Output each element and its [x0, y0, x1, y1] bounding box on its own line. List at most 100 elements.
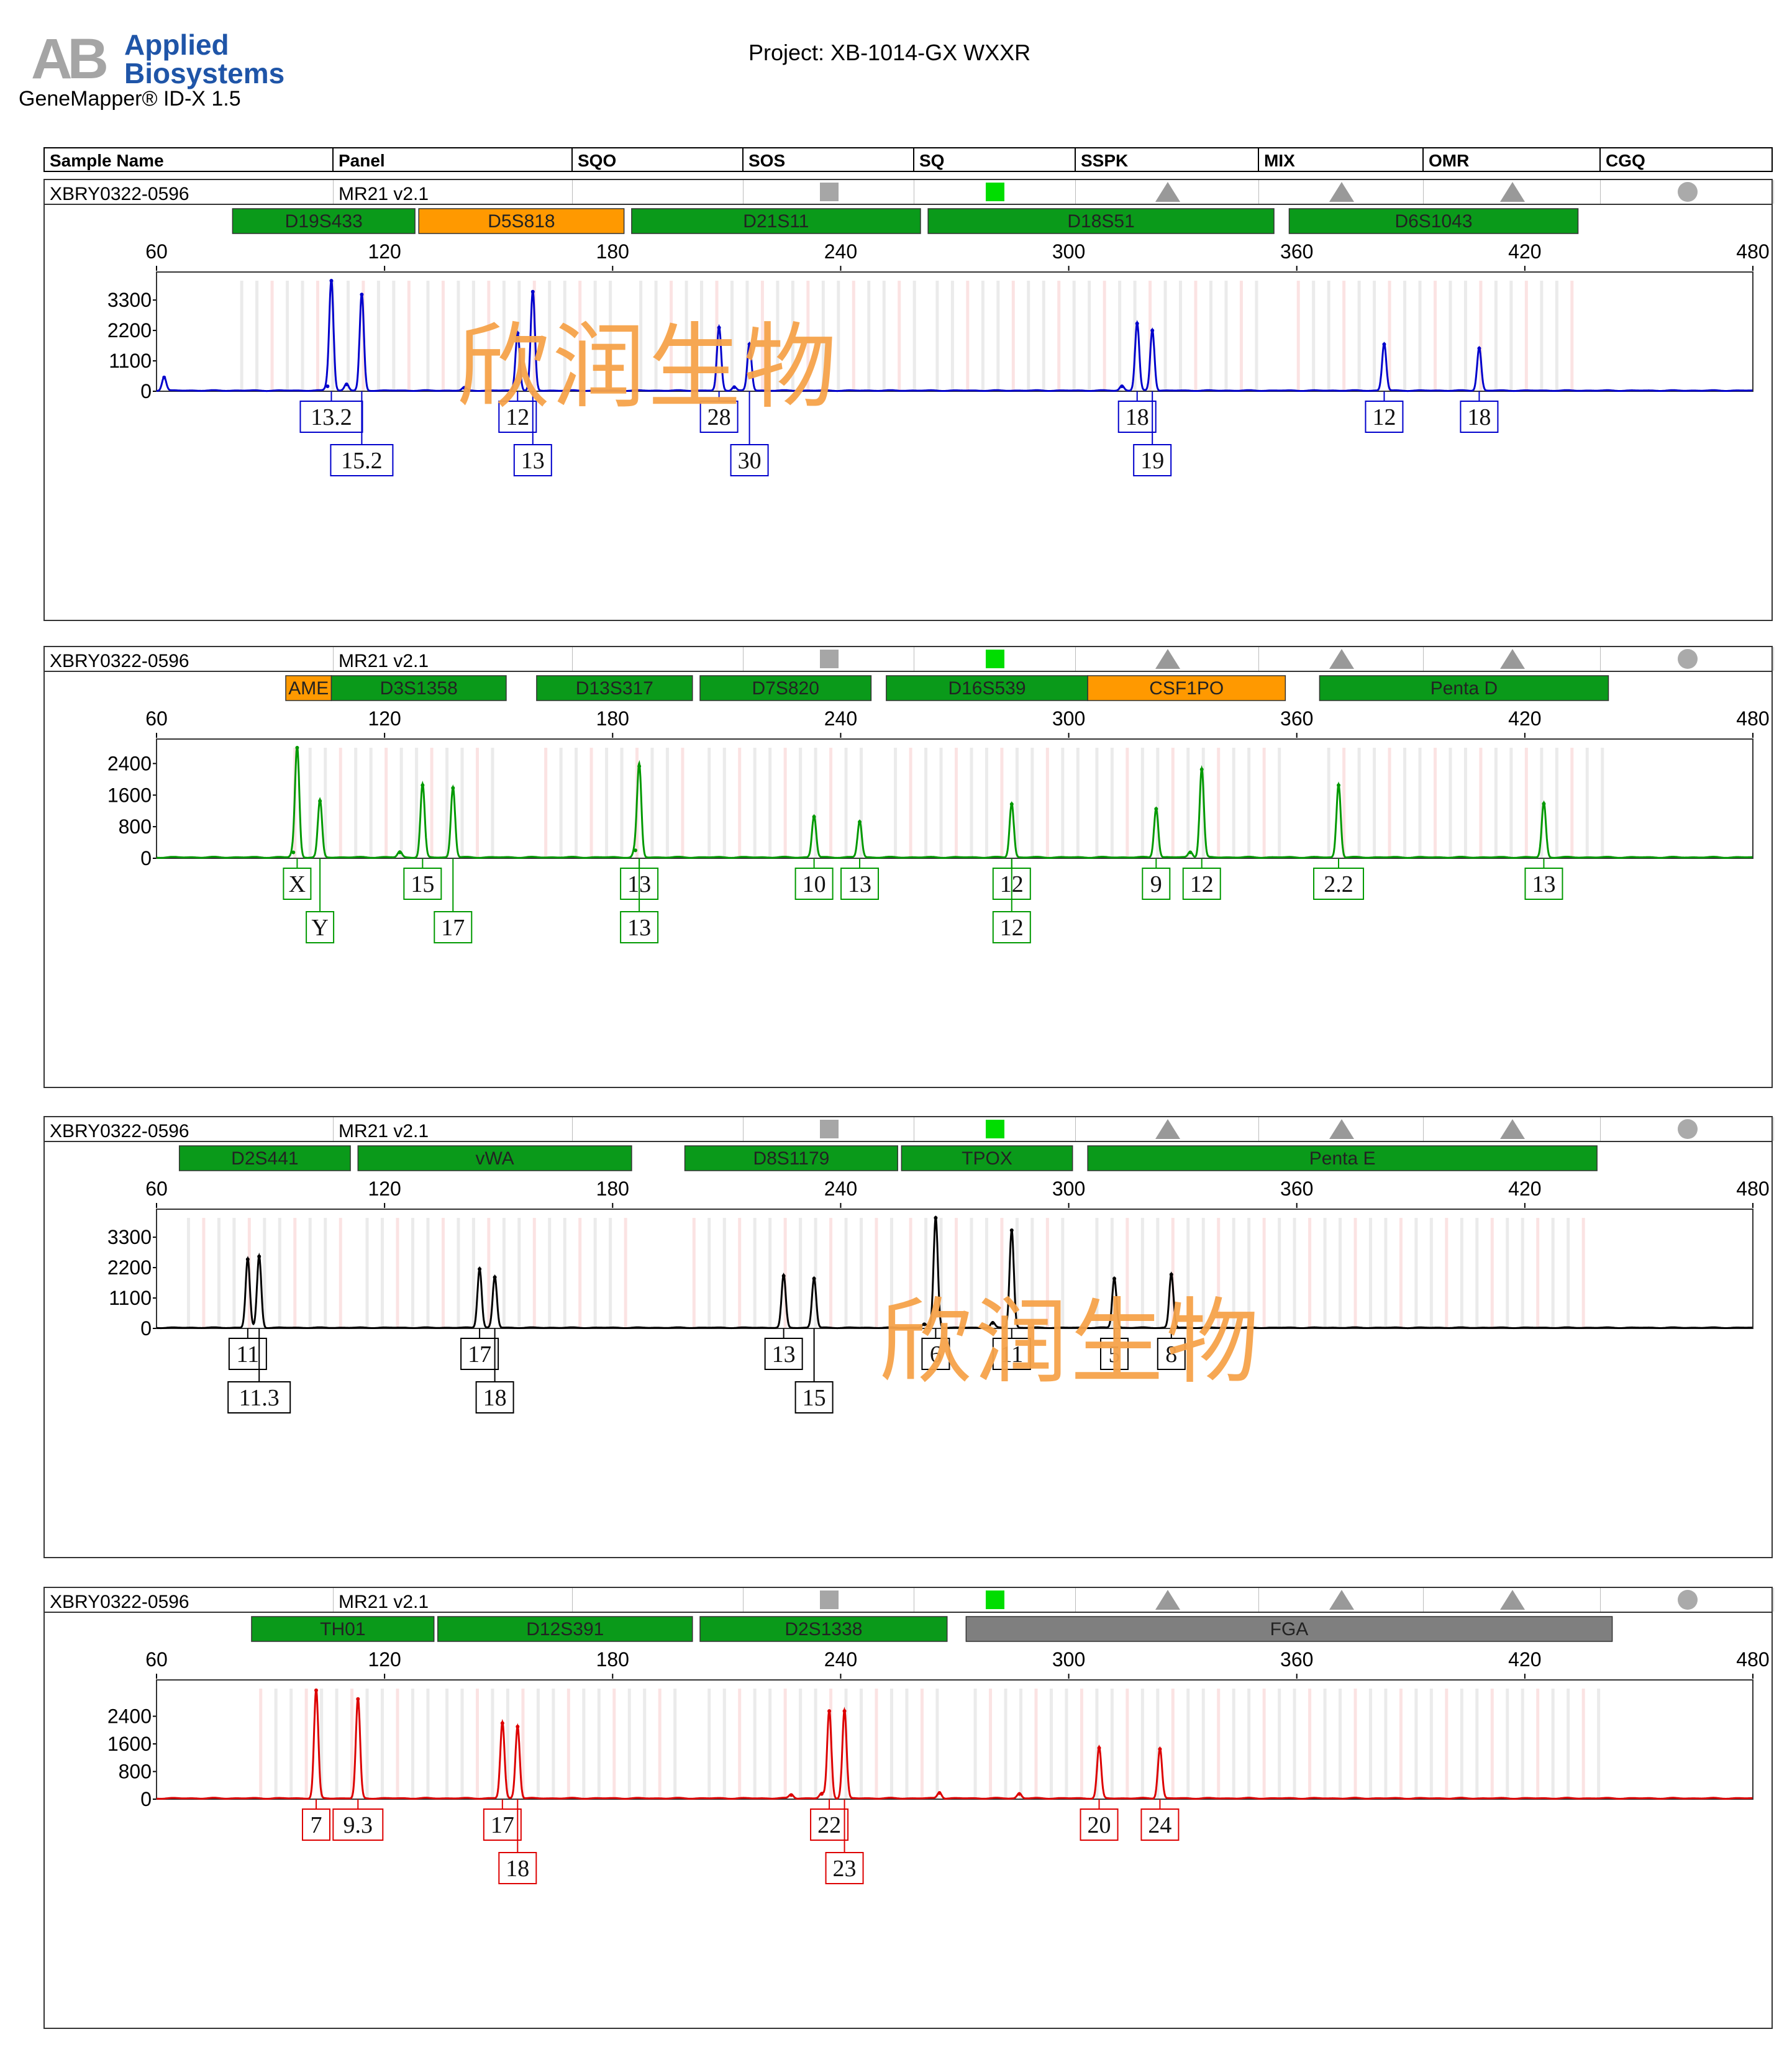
marker-fga[interactable]: FGA: [965, 1616, 1613, 1642]
peak-apex[interactable]: [462, 386, 466, 390]
peak-apex[interactable]: [516, 331, 520, 335]
peak-apex[interactable]: [398, 850, 402, 855]
marker-d5s818[interactable]: D5S818: [418, 208, 625, 234]
marker-penta-d[interactable]: Penta D: [1319, 675, 1609, 701]
peak-apex[interactable]: [1542, 802, 1546, 806]
column-header-panel[interactable]: Panel: [334, 148, 573, 172]
allele-call[interactable]: 2.2: [1313, 858, 1365, 900]
allele-call[interactable]: X: [283, 858, 312, 900]
allele-call[interactable]: 11: [228, 1328, 267, 1370]
peak-apex[interactable]: [329, 279, 334, 283]
marker-d2s441[interactable]: D2S441: [178, 1145, 351, 1171]
peak-apex[interactable]: [991, 1321, 995, 1325]
peak-apex[interactable]: [356, 1697, 360, 1701]
peak-apex[interactable]: [1337, 783, 1341, 787]
column-header-sqo[interactable]: SQO: [573, 148, 744, 172]
allele-call[interactable]: 24: [1140, 1799, 1180, 1841]
sample-info-row[interactable]: XBRY0322-0596 MR21 v2.1: [45, 1588, 1774, 1613]
peak-apex[interactable]: [421, 783, 425, 787]
peak-apex[interactable]: [934, 1216, 938, 1220]
peak-apex[interactable]: [1154, 807, 1158, 811]
allele-call[interactable]: 17: [460, 1328, 499, 1370]
peak-apex[interactable]: [325, 384, 330, 388]
column-header-sos[interactable]: SOS: [744, 148, 914, 172]
sample-info-row[interactable]: XBRY0322-0596 MR21 v2.1: [45, 647, 1774, 672]
column-header-omr[interactable]: OMR: [1424, 148, 1601, 172]
allele-call[interactable]: 18: [1117, 391, 1157, 433]
peak-apex[interactable]: [819, 1792, 824, 1796]
allele-call[interactable]: Y: [306, 858, 335, 943]
allele-call[interactable]: 18: [475, 1328, 514, 1413]
allele-call[interactable]: 18: [498, 1799, 537, 1884]
sample-info-row[interactable]: XBRY0322-0596 MR21 v2.1: [45, 1117, 1774, 1142]
marker-d18s51[interactable]: D18S51: [927, 208, 1275, 234]
peak-apex[interactable]: [812, 1276, 816, 1281]
allele-call[interactable]: 13: [764, 1328, 803, 1370]
allele-call[interactable]: 12: [992, 858, 1031, 943]
peak-apex[interactable]: [516, 1725, 520, 1729]
allele-call[interactable]: 5: [1100, 1328, 1129, 1370]
peak-apex[interactable]: [789, 1793, 793, 1797]
column-header-cgq[interactable]: CGQ: [1606, 151, 1645, 170]
allele-call[interactable]: 7: [302, 1799, 330, 1841]
peak-apex[interactable]: [634, 848, 637, 853]
peak-apex[interactable]: [858, 820, 862, 824]
allele-call[interactable]: 13.2: [299, 391, 363, 433]
peak-apex[interactable]: [1112, 1276, 1116, 1281]
allele-call[interactable]: 12: [1182, 858, 1221, 900]
marker-d6s1043[interactable]: D6S1043: [1288, 208, 1579, 234]
peak-apex[interactable]: [1009, 802, 1014, 806]
peak-apex[interactable]: [493, 1275, 497, 1279]
peak-apex[interactable]: [344, 382, 348, 386]
marker-d21s11[interactable]: D21S11: [631, 208, 921, 234]
marker-ame[interactable]: AME: [285, 675, 332, 701]
peak-apex[interactable]: [451, 786, 455, 790]
allele-call[interactable]: 11: [992, 1328, 1031, 1370]
allele-call[interactable]: 23: [825, 1799, 864, 1884]
peak-apex[interactable]: [842, 1709, 847, 1713]
peak-apex[interactable]: [360, 293, 364, 297]
allele-call[interactable]: 9.3: [332, 1799, 384, 1841]
allele-call[interactable]: 17: [434, 858, 473, 943]
allele-call[interactable]: 17: [483, 1799, 522, 1841]
peak-apex[interactable]: [1199, 767, 1204, 771]
allele-call[interactable]: 15: [794, 1328, 834, 1413]
sample-info-row[interactable]: XBRY0322-0596 MR21 v2.1: [45, 180, 1774, 205]
allele-call[interactable]: 12: [498, 391, 537, 433]
marker-d7s820[interactable]: D7S820: [699, 675, 872, 701]
peak-apex[interactable]: [732, 385, 737, 389]
allele-call[interactable]: 18: [1460, 391, 1499, 433]
allele-call[interactable]: 8: [1157, 1328, 1186, 1370]
peak-apex[interactable]: [1097, 1746, 1101, 1750]
peak-apex[interactable]: [1120, 384, 1124, 388]
peak-apex[interactable]: [245, 1257, 250, 1261]
peak-apex[interactable]: [257, 1255, 262, 1259]
peak-apex[interactable]: [478, 1267, 482, 1271]
peak-apex[interactable]: [295, 746, 299, 750]
peak-apex[interactable]: [1477, 347, 1481, 351]
allele-call[interactable]: 28: [699, 391, 739, 433]
allele-call[interactable]: 10: [794, 858, 834, 900]
peak-apex[interactable]: [827, 1709, 832, 1713]
allele-call[interactable]: 30: [730, 391, 769, 476]
marker-th01[interactable]: TH01: [251, 1616, 435, 1642]
allele-call[interactable]: 13: [840, 858, 880, 900]
marker-d8s1179[interactable]: D8S1179: [684, 1145, 898, 1171]
peak-apex[interactable]: [314, 1688, 318, 1692]
marker-d19s433[interactable]: D19S433: [232, 208, 416, 234]
peak-apex[interactable]: [291, 850, 296, 855]
peak-apex[interactable]: [812, 815, 816, 819]
marker-tpox[interactable]: TPOX: [901, 1145, 1073, 1171]
allele-call[interactable]: 13: [1524, 858, 1563, 900]
allele-call[interactable]: 15: [403, 858, 442, 900]
marker-d12s391[interactable]: D12S391: [437, 1616, 693, 1642]
marker-d16s539[interactable]: D16S539: [886, 675, 1088, 701]
allele-call[interactable]: 20: [1080, 1799, 1119, 1841]
allele-call[interactable]: 19: [1133, 391, 1172, 476]
peak-apex[interactable]: [1158, 1747, 1162, 1751]
peak-apex[interactable]: [637, 764, 642, 768]
peak-apex[interactable]: [500, 1721, 504, 1725]
marker-penta-e[interactable]: Penta E: [1087, 1145, 1598, 1171]
peak-apex[interactable]: [747, 342, 752, 347]
allele-call[interactable]: 13: [513, 391, 552, 476]
